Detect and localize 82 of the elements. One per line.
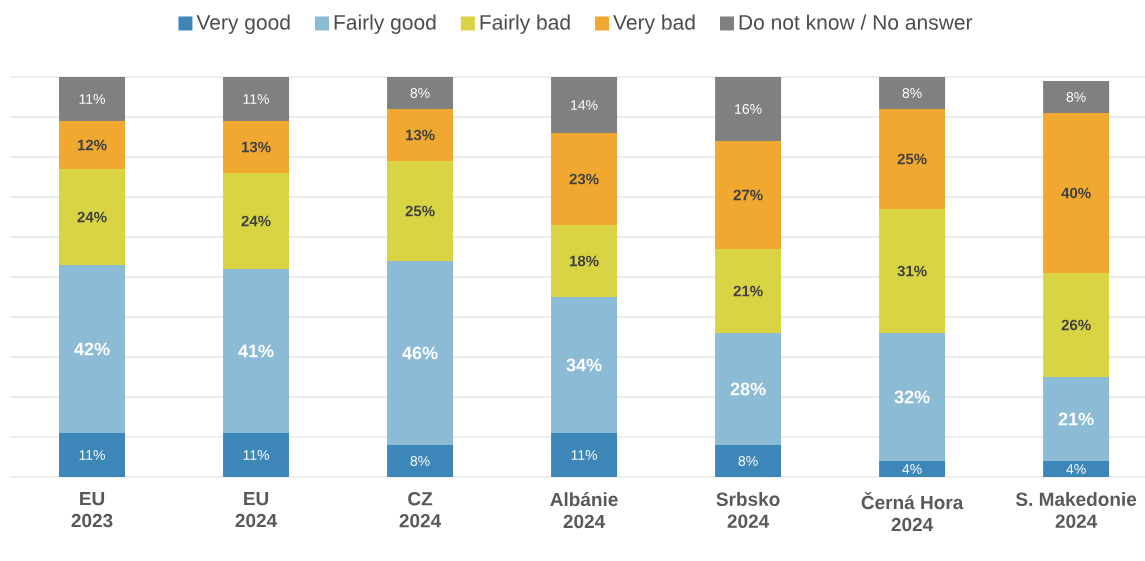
data-label: 40% — [1061, 187, 1091, 199]
bar — [715, 332, 782, 445]
data-label: 14% — [571, 100, 598, 110]
data-label: 32% — [894, 390, 930, 404]
bar — [387, 260, 454, 445]
bar — [59, 432, 126, 477]
data-label: 13% — [405, 129, 435, 141]
legend-label: Do not know / No answer — [739, 14, 973, 30]
data-label: 25% — [897, 153, 927, 165]
data-label: 34% — [566, 358, 602, 372]
bar — [879, 332, 946, 461]
x-tick-label: EU 2024 — [235, 492, 278, 528]
bar — [59, 264, 126, 433]
bar — [223, 268, 290, 433]
data-label: 16% — [735, 104, 762, 114]
data-label: 18% — [570, 255, 599, 267]
bar — [59, 168, 126, 265]
data-label: 31% — [897, 265, 927, 277]
bar — [551, 432, 618, 477]
x-tick-label: Albánie 2024 — [550, 492, 618, 529]
bar — [223, 432, 290, 477]
data-label: 8% — [902, 88, 922, 98]
bar — [879, 76, 946, 109]
data-label: 21% — [1058, 412, 1094, 426]
bar — [715, 248, 782, 333]
x-tick-label: EU 2023 — [71, 492, 113, 528]
x-tick-label: Srbsko 2024 — [716, 492, 780, 529]
data-label: 11% — [243, 94, 270, 104]
data-label: 24% — [77, 211, 107, 223]
legend-label: Very bad — [613, 14, 695, 34]
bar — [387, 444, 454, 477]
bar — [551, 76, 618, 133]
data-label: 12% — [77, 139, 107, 151]
data-label: 8% — [410, 88, 430, 98]
data-label: 11% — [243, 450, 270, 460]
bar — [1043, 80, 1110, 113]
bar — [1043, 460, 1110, 477]
bar — [387, 76, 454, 109]
bar — [879, 208, 946, 333]
bar — [223, 120, 290, 173]
x-tick-label: S. Makedonie 2024 — [1015, 492, 1137, 529]
bar — [879, 108, 946, 209]
legend-label: Very good — [196, 14, 290, 34]
data-label: 8% — [410, 456, 430, 466]
bar — [715, 140, 782, 249]
bar — [223, 172, 290, 269]
data-label: 11% — [79, 450, 106, 460]
bar — [1043, 272, 1110, 377]
data-label: 4% — [1066, 464, 1086, 474]
data-label: 8% — [1066, 92, 1086, 102]
data-label: 8% — [738, 456, 758, 466]
data-label: 42% — [74, 342, 110, 356]
data-label: 13% — [241, 141, 271, 153]
data-label: 21% — [733, 285, 763, 297]
data-label: 24% — [241, 215, 271, 227]
data-label: 41% — [238, 344, 274, 358]
bar — [387, 160, 454, 261]
data-label: 27% — [733, 189, 763, 201]
bar — [715, 76, 782, 141]
data-label: 11% — [571, 450, 598, 460]
bar — [59, 120, 126, 169]
bar — [551, 132, 618, 225]
data-label: 11% — [79, 94, 106, 104]
legend-label: Fairly bad — [480, 14, 570, 34]
bar — [387, 108, 454, 161]
x-tick-label: Černá Hora 2024 — [861, 492, 964, 532]
data-label: 26% — [1061, 319, 1091, 331]
bar — [223, 76, 290, 121]
bar — [59, 76, 126, 121]
data-label: 28% — [730, 382, 766, 396]
x-tick-label: CZ 2024 — [399, 492, 442, 528]
legend-label: Fairly good — [334, 14, 436, 34]
bar — [879, 460, 946, 477]
bar — [551, 224, 618, 297]
data-label: 25% — [405, 205, 435, 217]
bar — [715, 444, 782, 477]
bar — [551, 296, 618, 433]
bar — [1043, 376, 1110, 461]
data-label: 4% — [902, 464, 922, 474]
bar — [1043, 112, 1110, 273]
data-label: 46% — [402, 346, 438, 360]
data-label: 23% — [569, 173, 599, 185]
